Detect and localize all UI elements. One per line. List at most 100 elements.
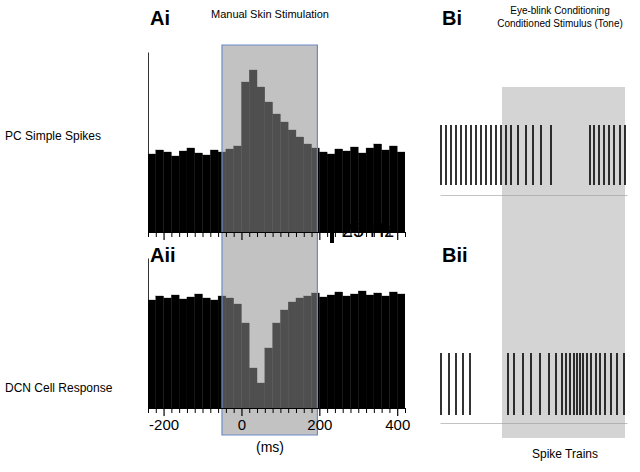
y-axis-title: DCN Cell Response [5,381,113,395]
spike [469,353,471,415]
spike [490,125,492,185]
spike [593,125,595,185]
raster-panel: Bii Spike Trains [441,244,628,461]
x-axis-line [149,408,406,409]
spike [450,125,452,185]
spike [565,353,567,415]
x-tick-label: 200 [307,416,332,433]
spike [586,353,588,415]
bar [156,150,164,232]
x-tick: 0 [238,408,246,433]
spike [603,125,605,185]
spike [440,353,442,415]
spike [440,125,442,185]
x-tick-label: 0 [238,416,246,433]
stimulus-window [222,240,317,435]
spike [539,353,541,415]
x-axis-line [441,195,628,196]
x-tick: 400 [385,408,410,433]
x-axis-title: Spike Trains [532,447,598,461]
bar [358,291,366,408]
x-tick [319,232,320,240]
x-tick-mark [397,232,398,240]
histogram-panel: -200 0 200 400 DCN Cell Response Aii (ms) [5,240,410,455]
spike [561,353,563,415]
bar [148,300,156,408]
y-axis-line [148,259,149,409]
spike [595,353,597,415]
x-tick: 200 [307,408,332,433]
chart-title: Manual Skin Stimulation [211,8,329,20]
x-tick [164,232,165,240]
spike [623,353,625,415]
x-axis: -200 0 200 400 [149,408,411,433]
spike [455,125,457,185]
spike [616,353,618,415]
scale-bar-label: 25 Hz [342,219,394,241]
spike [475,125,477,185]
x-tick-mark [319,232,320,240]
spike [579,353,581,415]
panel-label: Aii [150,244,176,266]
raster-panel: Bi Eye-blink Conditioning Conditioned Stim… [441,5,628,262]
bar [319,297,327,408]
stimulus-window [222,45,317,240]
x-tick-mark [241,232,242,240]
bar [203,155,211,232]
spike [532,125,534,185]
bar [327,295,335,408]
y-axis [148,259,149,409]
panel-label: Bii [442,244,468,266]
bar [164,152,172,232]
spike [448,353,450,415]
spike [480,125,482,185]
stimulus-window [502,87,625,262]
x-axis-line [441,423,628,424]
x-tick [397,232,398,240]
stimulus-window [502,262,625,438]
spike [624,125,626,185]
stimulus-outline [222,240,317,435]
spike [465,125,467,185]
bar [171,295,179,408]
spike [576,353,578,415]
bar [179,299,187,408]
spike [517,125,519,185]
x-tick-label: 400 [385,416,410,433]
panel-label: Bi [442,7,462,29]
spike [610,353,612,415]
spike [455,353,457,415]
spikes [441,353,624,415]
chart-title: Eye-blink Conditioning [510,5,610,16]
bar [203,298,211,408]
spike [462,353,464,415]
bar [187,297,195,408]
spike [569,353,571,415]
figure: 25 Hz PC Simple Spikes Ai Manual Skin Stimu… [0,0,640,472]
x-axis [441,423,628,424]
x-tick: -200 [149,408,179,433]
bar [389,292,397,408]
bar [195,153,203,232]
bar [350,294,358,408]
chart-title: Conditioned Stimulus (Tone) [497,18,623,29]
spike [598,125,600,185]
spike [485,125,487,185]
bar [366,295,374,408]
stimulus-outline [222,45,317,240]
spike [522,353,524,415]
panel-label: Ai [150,7,170,29]
bar [164,298,172,408]
spike [555,353,557,415]
spike [590,353,592,415]
spike [599,353,601,415]
spike [548,353,550,415]
x-axis-title: (ms) [256,439,284,455]
bar [343,296,351,408]
bar [171,156,179,232]
bar [195,294,203,408]
spike [495,125,497,185]
y-axis-title: PC Simple Spikes [5,129,101,143]
bar [148,154,156,232]
spike [550,125,552,185]
